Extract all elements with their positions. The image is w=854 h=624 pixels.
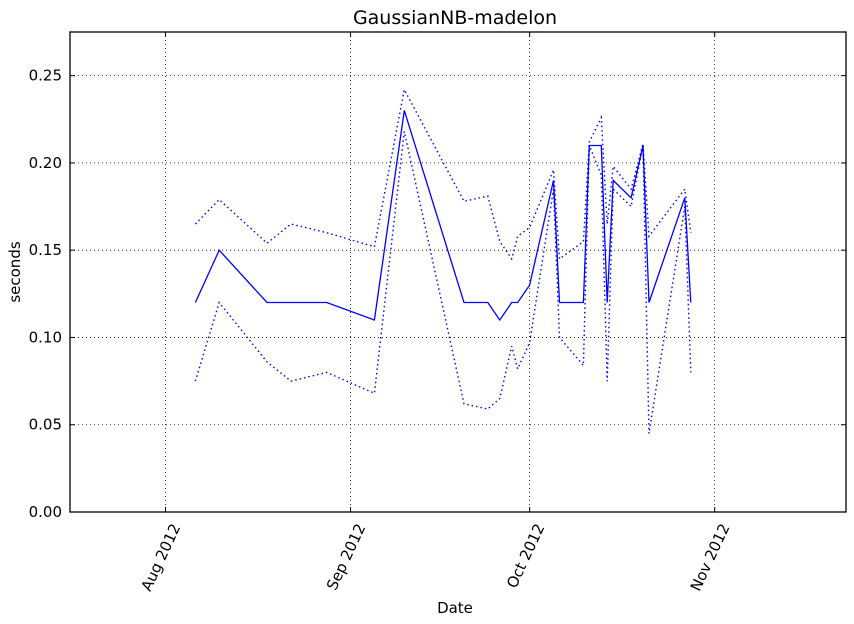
plot-frame <box>69 31 847 513</box>
y-tick-label: 0.00 <box>29 503 62 521</box>
y-tick-label: 0.25 <box>29 67 62 85</box>
series-line-bound-1 <box>194 87 692 261</box>
chart-title: GaussianNB-madelon <box>353 7 557 29</box>
series-layer <box>194 87 692 434</box>
y-tick-label: 0.10 <box>29 328 62 346</box>
y-tick-label: 0.05 <box>29 416 62 434</box>
series-line-bound-2 <box>194 131 692 434</box>
y-tick-label: 0.20 <box>29 154 62 172</box>
y-tick-label: 0.15 <box>29 241 62 259</box>
y-axis-label: seconds <box>6 241 24 302</box>
series-line-mean <box>194 110 692 322</box>
x-axis-label: Date <box>437 599 473 617</box>
